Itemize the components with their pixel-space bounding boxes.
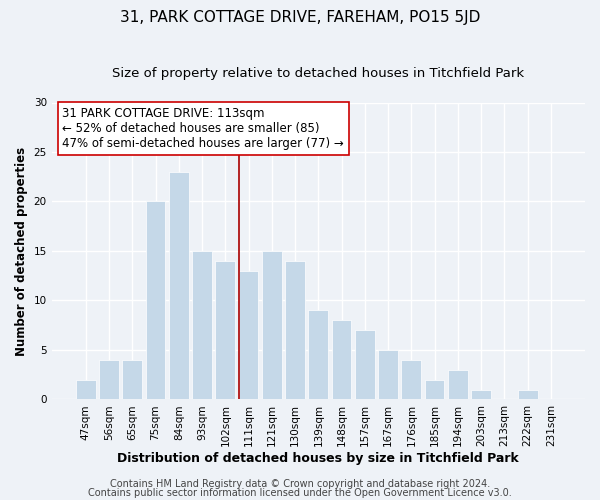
Bar: [99, 360, 119, 400]
Bar: [355, 330, 375, 400]
Bar: [146, 202, 166, 400]
X-axis label: Distribution of detached houses by size in Titchfield Park: Distribution of detached houses by size …: [118, 452, 519, 465]
Title: Size of property relative to detached houses in Titchfield Park: Size of property relative to detached ho…: [112, 68, 524, 80]
Bar: [192, 251, 212, 400]
Text: Contains HM Land Registry data © Crown copyright and database right 2024.: Contains HM Land Registry data © Crown c…: [110, 479, 490, 489]
Bar: [401, 360, 421, 400]
Bar: [76, 380, 95, 400]
Bar: [122, 360, 142, 400]
Text: 31, PARK COTTAGE DRIVE, FAREHAM, PO15 5JD: 31, PARK COTTAGE DRIVE, FAREHAM, PO15 5J…: [120, 10, 480, 25]
Bar: [262, 251, 282, 400]
Bar: [448, 370, 468, 400]
Bar: [169, 172, 188, 400]
Bar: [285, 261, 305, 400]
Y-axis label: Number of detached properties: Number of detached properties: [15, 146, 28, 356]
Bar: [425, 380, 445, 400]
Bar: [308, 310, 328, 400]
Text: 31 PARK COTTAGE DRIVE: 113sqm
← 52% of detached houses are smaller (85)
47% of s: 31 PARK COTTAGE DRIVE: 113sqm ← 52% of d…: [62, 107, 344, 150]
Bar: [518, 390, 538, 400]
Bar: [332, 320, 352, 400]
Bar: [239, 271, 259, 400]
Text: Contains public sector information licensed under the Open Government Licence v3: Contains public sector information licen…: [88, 488, 512, 498]
Bar: [215, 261, 235, 400]
Bar: [471, 390, 491, 400]
Bar: [378, 350, 398, 400]
